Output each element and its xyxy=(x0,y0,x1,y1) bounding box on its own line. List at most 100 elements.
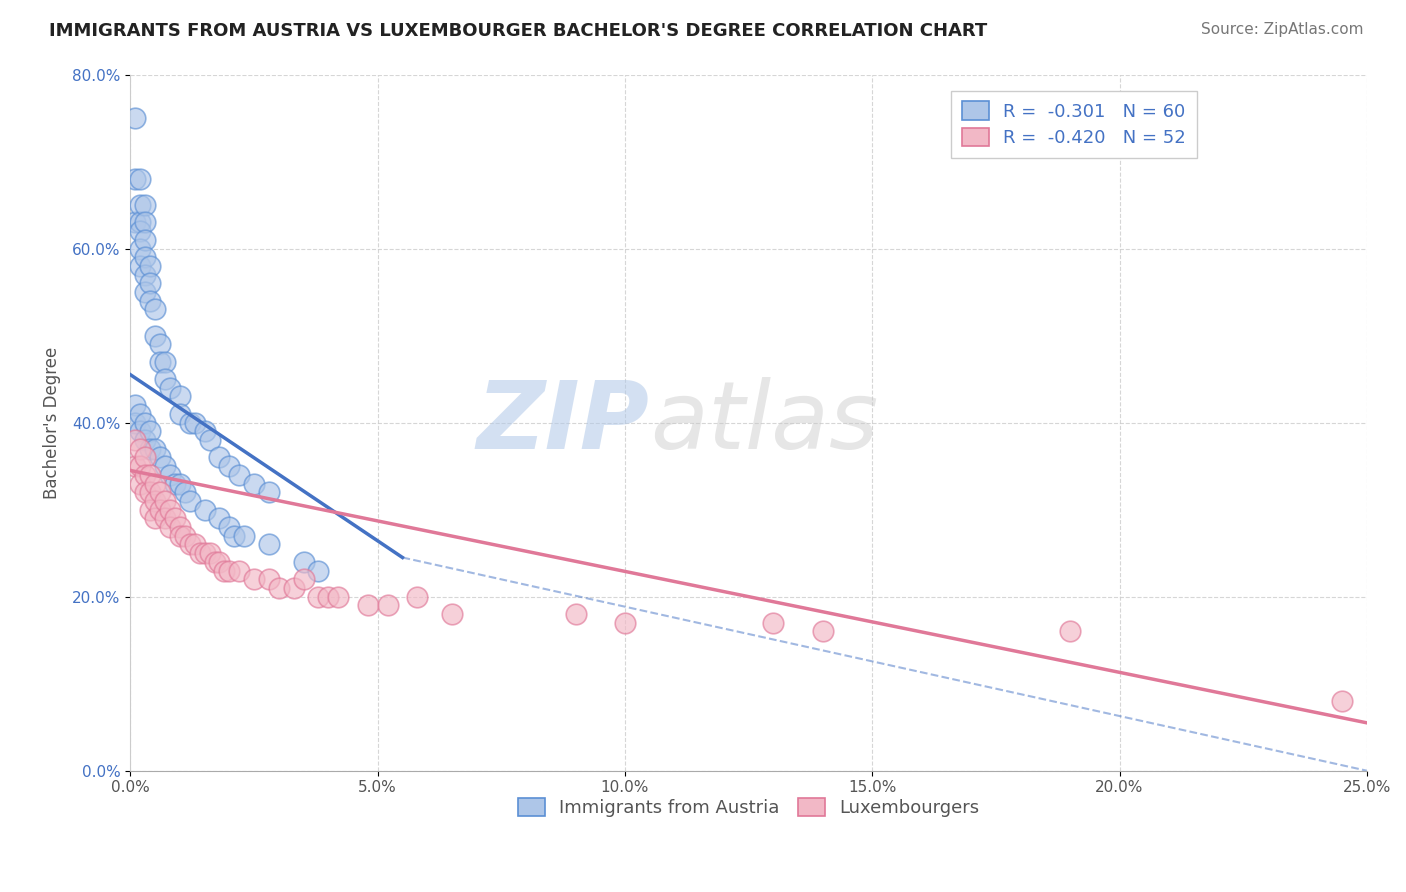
Point xyxy=(149,337,172,351)
Point xyxy=(307,590,329,604)
Point xyxy=(316,590,339,604)
Point xyxy=(1331,694,1354,708)
Point xyxy=(328,590,350,604)
Point xyxy=(440,607,463,621)
Point xyxy=(159,520,181,534)
Point xyxy=(169,390,191,404)
Point xyxy=(194,546,217,560)
Point xyxy=(198,433,221,447)
Point xyxy=(614,615,637,630)
Text: atlas: atlas xyxy=(650,377,877,468)
Point xyxy=(143,328,166,343)
Point xyxy=(129,259,152,273)
Point xyxy=(218,459,240,474)
Y-axis label: Bachelor's Degree: Bachelor's Degree xyxy=(44,346,60,499)
Point xyxy=(143,511,166,525)
Point xyxy=(179,494,201,508)
Point xyxy=(134,467,156,482)
Point xyxy=(228,564,250,578)
Point xyxy=(143,476,166,491)
Point xyxy=(124,433,146,447)
Point xyxy=(129,459,152,474)
Point xyxy=(139,502,162,516)
Point xyxy=(307,564,329,578)
Point xyxy=(257,537,280,551)
Point xyxy=(149,502,172,516)
Point xyxy=(243,476,266,491)
Point xyxy=(129,224,152,238)
Text: ZIP: ZIP xyxy=(477,376,650,468)
Point xyxy=(194,425,217,439)
Text: IMMIGRANTS FROM AUSTRIA VS LUXEMBOURGER BACHELOR'S DEGREE CORRELATION CHART: IMMIGRANTS FROM AUSTRIA VS LUXEMBOURGER … xyxy=(49,22,987,40)
Point xyxy=(124,215,146,229)
Point xyxy=(159,502,181,516)
Point xyxy=(129,476,152,491)
Point xyxy=(218,520,240,534)
Point xyxy=(208,450,231,465)
Point xyxy=(139,259,162,273)
Point xyxy=(143,442,166,456)
Point xyxy=(169,520,191,534)
Point xyxy=(134,198,156,212)
Point xyxy=(283,581,305,595)
Point xyxy=(169,529,191,543)
Point xyxy=(224,529,246,543)
Point xyxy=(129,442,152,456)
Point xyxy=(257,572,280,586)
Point xyxy=(153,372,176,386)
Point xyxy=(811,624,834,639)
Point xyxy=(139,425,162,439)
Point xyxy=(129,172,152,186)
Point xyxy=(159,381,181,395)
Point xyxy=(124,111,146,125)
Point xyxy=(134,485,156,500)
Point xyxy=(214,564,236,578)
Point xyxy=(134,433,156,447)
Point xyxy=(179,537,201,551)
Text: Source: ZipAtlas.com: Source: ZipAtlas.com xyxy=(1201,22,1364,37)
Point xyxy=(184,416,207,430)
Point xyxy=(149,450,172,465)
Point xyxy=(139,277,162,291)
Point xyxy=(208,511,231,525)
Point xyxy=(179,416,201,430)
Point xyxy=(134,268,156,282)
Point xyxy=(134,416,156,430)
Point xyxy=(1059,624,1081,639)
Point xyxy=(377,599,399,613)
Point xyxy=(139,293,162,308)
Point xyxy=(564,607,586,621)
Point xyxy=(124,459,146,474)
Point xyxy=(198,546,221,560)
Point xyxy=(204,555,226,569)
Point xyxy=(243,572,266,586)
Point xyxy=(149,485,172,500)
Point xyxy=(292,572,315,586)
Point xyxy=(129,198,152,212)
Point xyxy=(153,511,176,525)
Point xyxy=(267,581,290,595)
Point xyxy=(169,476,191,491)
Point xyxy=(143,494,166,508)
Point xyxy=(139,485,162,500)
Point xyxy=(762,615,785,630)
Point xyxy=(233,529,256,543)
Point xyxy=(188,546,211,560)
Point xyxy=(257,485,280,500)
Point xyxy=(124,416,146,430)
Point xyxy=(153,354,176,368)
Legend: Immigrants from Austria, Luxembourgers: Immigrants from Austria, Luxembourgers xyxy=(510,790,987,824)
Point xyxy=(173,485,195,500)
Point xyxy=(129,242,152,256)
Point xyxy=(194,502,217,516)
Point xyxy=(184,537,207,551)
Point xyxy=(159,467,181,482)
Point xyxy=(134,285,156,299)
Point xyxy=(134,450,156,465)
Point xyxy=(124,398,146,412)
Point xyxy=(149,354,172,368)
Point xyxy=(208,555,231,569)
Point xyxy=(218,564,240,578)
Point xyxy=(406,590,429,604)
Point xyxy=(143,302,166,317)
